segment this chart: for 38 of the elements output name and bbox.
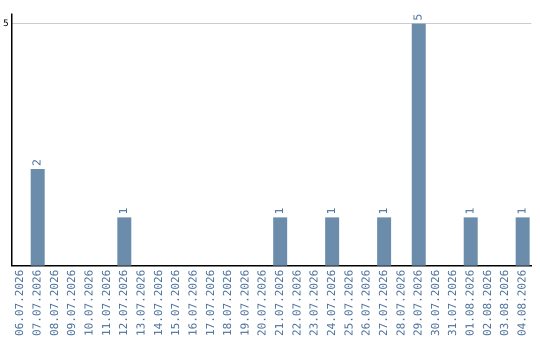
data-label: 1: [464, 207, 477, 214]
x-tick-label: 22.07.2026: [290, 270, 304, 336]
data-label: 5: [412, 14, 425, 21]
x-tick-label: 16.07.2026: [186, 270, 200, 336]
x-tick-label: 08.07.2026: [48, 270, 61, 336]
x-tick-label: 31.07.2026: [446, 270, 460, 336]
data-label: 1: [273, 207, 286, 214]
x-tick-label: 21.07.2026: [273, 270, 286, 336]
x-tick-label: 23.07.2026: [308, 270, 321, 336]
x-tick-label: 19.07.2026: [238, 270, 252, 336]
x-tick-label: 17.07.2026: [204, 270, 217, 336]
x-tick-label: 02.08.2026: [480, 270, 494, 336]
x-tick-label: 06.07.2026: [13, 270, 26, 336]
x-tick-label: 18.07.2026: [221, 270, 234, 336]
x-tick-label: 03.08.2026: [498, 270, 512, 336]
x-tick-label: 09.07.2026: [65, 270, 78, 336]
data-label: 2: [30, 158, 44, 166]
x-tick-label: 04.08.2026: [516, 270, 529, 336]
x-tick-label: 25.07.2026: [342, 270, 356, 336]
data-label: 1: [117, 207, 130, 214]
x-tick-label: 29.07.2026: [412, 270, 425, 336]
x-tick-label: 07.07.2026: [30, 270, 44, 336]
x-tick-label: 01.08.2026: [464, 270, 477, 336]
x-tick-label: 13.07.2026: [134, 270, 148, 336]
x-tick-label: 11.07.2026: [100, 270, 113, 336]
x-tick-label: 30.07.2026: [428, 270, 442, 336]
data-label: 1: [376, 207, 390, 214]
data-label: 1: [325, 207, 338, 214]
x-tick-label: 28.07.2026: [394, 270, 408, 336]
x-tick-label: 24.07.2026: [325, 270, 338, 336]
data-label: 1: [516, 207, 529, 214]
x-tick-label: 14.07.2026: [152, 270, 165, 336]
x-tick-label: 10.07.2026: [82, 270, 96, 336]
x-tick-label: 27.07.2026: [376, 270, 390, 336]
x-tick-label: 20.07.2026: [256, 270, 269, 336]
x-tick-label: 26.07.2026: [360, 270, 373, 336]
x-tick-label: 12.07.2026: [117, 270, 130, 336]
x-tick-label: 15.07.2026: [169, 270, 182, 336]
